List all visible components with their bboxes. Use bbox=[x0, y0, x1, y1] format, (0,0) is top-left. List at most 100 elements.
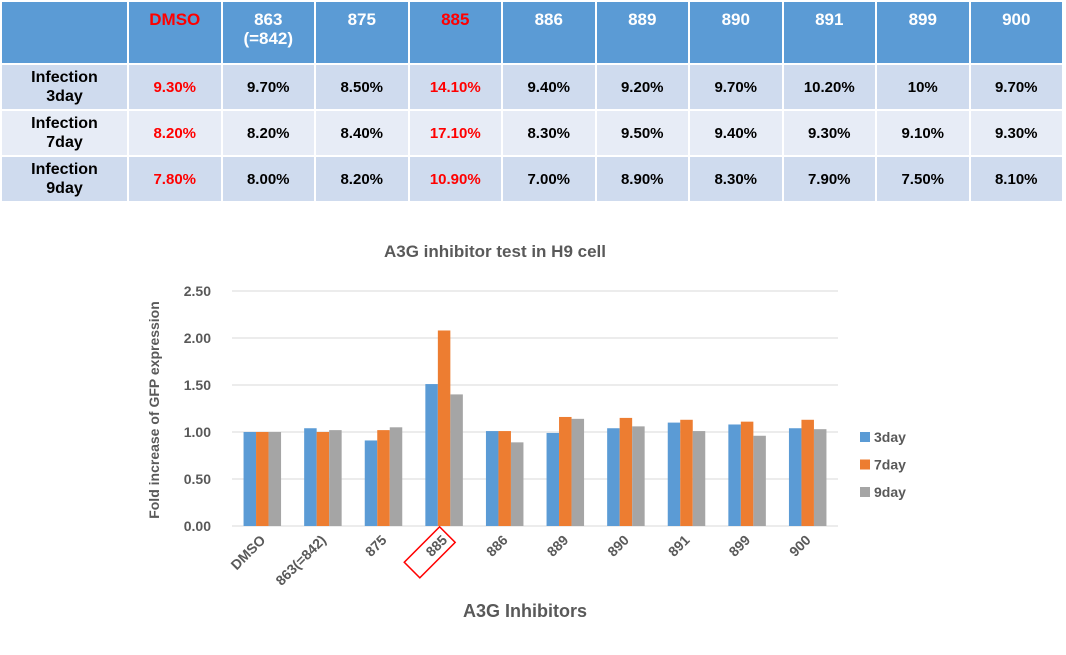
table-cell: 8.40% bbox=[314, 109, 410, 157]
table-cell: 7.90% bbox=[781, 155, 877, 203]
table-cell: 8.20% bbox=[127, 109, 223, 157]
table-cell: 8.30% bbox=[688, 155, 784, 203]
x-tick-label: 875 bbox=[362, 532, 390, 560]
table-cell: 10.90% bbox=[407, 155, 503, 203]
legend: 3day 7day 9day bbox=[860, 429, 906, 500]
bar-7day-DMSO bbox=[256, 432, 269, 526]
y-tick-label: 0.50 bbox=[184, 471, 211, 487]
table-cell: 9.50% bbox=[594, 109, 690, 157]
highlight-box bbox=[403, 525, 457, 579]
table-row: Infection 3day 9.30% 9.70% 8.50% 14.10% 9.40%… bbox=[0, 63, 1064, 111]
table-cell: 9.10% bbox=[875, 109, 971, 157]
bar-3day-DMSO bbox=[243, 432, 257, 526]
table-cell: 8.20% bbox=[314, 155, 410, 203]
x-axis-label: A3G Inhibitors bbox=[463, 601, 587, 621]
x-tick-label: 886 bbox=[483, 532, 511, 560]
table-cell: 8.10% bbox=[968, 155, 1064, 203]
table-cell: 8.50% bbox=[314, 63, 410, 111]
column-header: 889 bbox=[594, 0, 690, 65]
bar-7day-889 bbox=[559, 416, 572, 526]
bar-9day-886 bbox=[510, 442, 524, 526]
y-tick-label: 1.00 bbox=[184, 424, 211, 440]
legend-label: 9day bbox=[874, 484, 906, 500]
row-label: Infection 7day bbox=[0, 109, 129, 157]
table-cell: 14.10% bbox=[407, 63, 503, 111]
bar-7day-863(=842) bbox=[316, 432, 330, 526]
legend-swatch bbox=[860, 487, 870, 497]
table-cell: 9.70% bbox=[220, 63, 316, 111]
legend-swatch bbox=[860, 459, 870, 470]
table-cell: 8.20% bbox=[220, 109, 316, 157]
legend-swatch bbox=[860, 432, 870, 442]
column-header: 886 bbox=[501, 0, 597, 65]
table-cell: 10% bbox=[875, 63, 971, 111]
column-header: DMSO bbox=[127, 0, 223, 65]
table-row: Infection 9day 7.80% 8.00% 8.20% 10.90% 7.00%… bbox=[0, 155, 1064, 203]
column-header: 875 bbox=[314, 0, 410, 65]
table-cell: 8.30% bbox=[501, 109, 597, 157]
bar-3day-900 bbox=[788, 428, 802, 526]
table-cell: 9.40% bbox=[688, 109, 784, 157]
bar-9day-863(=842) bbox=[329, 430, 342, 526]
column-header: 885 bbox=[407, 0, 503, 65]
column-header: 899 bbox=[875, 0, 971, 65]
bar-9day-885 bbox=[450, 394, 463, 526]
bar-7day-891 bbox=[680, 419, 693, 526]
chart-title: A3G inhibitor test in H9 cell bbox=[384, 242, 606, 261]
table-cell: 7.00% bbox=[501, 155, 597, 203]
bars bbox=[243, 330, 827, 526]
bar-9day-899 bbox=[753, 435, 766, 526]
y-tick-label: 0.00 bbox=[184, 518, 211, 534]
bar-9day-890 bbox=[632, 426, 645, 526]
table-cell: 7.80% bbox=[127, 155, 223, 203]
y-tick-label: 2.50 bbox=[184, 283, 211, 299]
table-cell: 7.50% bbox=[875, 155, 971, 203]
bar-3day-886 bbox=[485, 431, 499, 526]
x-tick-label: 863(=842) bbox=[272, 532, 329, 589]
bar-3day-899 bbox=[728, 424, 741, 526]
table-cell: 8.00% bbox=[220, 155, 316, 203]
x-tick-label: 900 bbox=[786, 532, 814, 560]
bar-3day-889 bbox=[546, 432, 560, 526]
table-cell: 9.40% bbox=[501, 63, 597, 111]
bar-9day-DMSO bbox=[268, 432, 282, 526]
table-cell: 9.70% bbox=[968, 63, 1064, 111]
bar-7day-885 bbox=[437, 330, 451, 526]
bar-3day-875 bbox=[364, 440, 378, 526]
bar-9day-875 bbox=[389, 427, 403, 526]
table-cell: 9.20% bbox=[594, 63, 690, 111]
column-header: 890 bbox=[688, 0, 784, 65]
x-tick-label: 899 bbox=[725, 532, 753, 560]
column-header: 900 bbox=[968, 0, 1064, 65]
table-body: Infection 3day 9.30% 9.70% 8.50% 14.10% 9.40%… bbox=[0, 63, 1064, 203]
legend-label: 7day bbox=[874, 457, 906, 473]
column-header: 863 (=842) bbox=[220, 0, 316, 65]
x-tick-labels: DMSO 863(=842) 875 885 886 889 890 891 899 900 bbox=[227, 525, 814, 589]
bar-7day-890 bbox=[619, 417, 633, 526]
x-tick-label: DMSO bbox=[227, 532, 268, 573]
table-row: Infection 7day 8.20% 8.20% 8.40% 17.10% 8.30%… bbox=[0, 109, 1064, 157]
bar-3day-885 bbox=[425, 384, 438, 526]
row-label: Infection 3day bbox=[0, 63, 129, 111]
table-cell: 9.30% bbox=[968, 109, 1064, 157]
table-cell: 9.30% bbox=[781, 109, 877, 157]
y-tick-label: 1.50 bbox=[184, 377, 211, 393]
table-cell: 9.70% bbox=[688, 63, 784, 111]
bar-3day-863(=842) bbox=[304, 428, 317, 526]
table-cell: 9.30% bbox=[127, 63, 223, 111]
bar-7day-900 bbox=[801, 419, 814, 526]
row-label: Infection 9day bbox=[0, 155, 129, 203]
y-axis-label: Fold increase of GFP expression bbox=[146, 301, 162, 519]
bar-9day-889 bbox=[571, 418, 585, 526]
bar-7day-886 bbox=[498, 431, 511, 526]
bar-7day-875 bbox=[377, 430, 390, 526]
bar-9day-900 bbox=[813, 429, 827, 526]
bar-3day-890 bbox=[607, 428, 620, 526]
bar-9day-891 bbox=[692, 431, 706, 526]
table-corner bbox=[0, 0, 129, 65]
table-cell: 8.90% bbox=[594, 155, 690, 203]
bar-3day-891 bbox=[667, 422, 681, 526]
x-tick-label: 891 bbox=[665, 532, 693, 560]
y-tick-labels: 0.00 0.50 1.00 1.50 2.00 2.50 bbox=[184, 283, 211, 534]
